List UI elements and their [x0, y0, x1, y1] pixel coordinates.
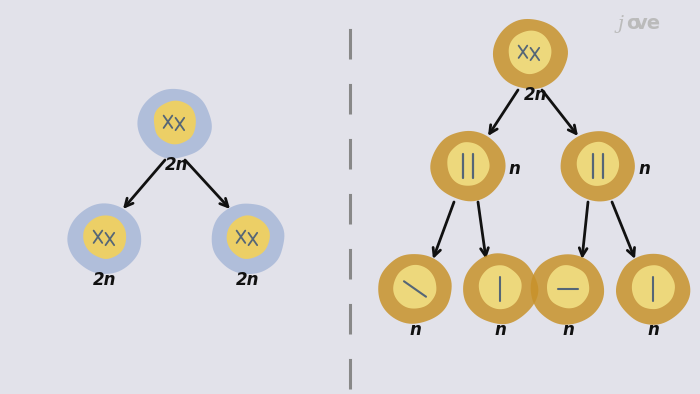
- Text: n: n: [409, 321, 421, 339]
- Text: n: n: [494, 321, 506, 339]
- Polygon shape: [447, 142, 489, 186]
- Polygon shape: [493, 19, 568, 89]
- Text: o: o: [626, 14, 640, 33]
- Polygon shape: [211, 204, 284, 274]
- Text: n: n: [638, 160, 650, 178]
- Polygon shape: [577, 142, 619, 186]
- Polygon shape: [430, 131, 505, 201]
- Polygon shape: [561, 131, 635, 201]
- Text: j: j: [618, 15, 624, 33]
- Text: 2n: 2n: [237, 271, 260, 289]
- Polygon shape: [632, 265, 675, 309]
- Polygon shape: [227, 216, 270, 259]
- Polygon shape: [137, 89, 212, 159]
- Text: 2n: 2n: [165, 156, 189, 174]
- Text: n: n: [562, 321, 574, 339]
- Polygon shape: [83, 216, 126, 259]
- Polygon shape: [509, 31, 552, 74]
- Polygon shape: [463, 253, 538, 324]
- Text: n: n: [508, 160, 520, 178]
- Polygon shape: [378, 254, 452, 324]
- Text: 2n: 2n: [524, 86, 547, 104]
- Text: ve: ve: [635, 14, 661, 33]
- Text: n: n: [647, 321, 659, 339]
- Polygon shape: [479, 265, 522, 309]
- Polygon shape: [531, 254, 604, 325]
- Polygon shape: [393, 265, 436, 309]
- Polygon shape: [616, 254, 690, 325]
- Polygon shape: [67, 203, 141, 274]
- Text: 2n: 2n: [93, 271, 117, 289]
- Polygon shape: [154, 100, 196, 144]
- Polygon shape: [547, 265, 589, 309]
